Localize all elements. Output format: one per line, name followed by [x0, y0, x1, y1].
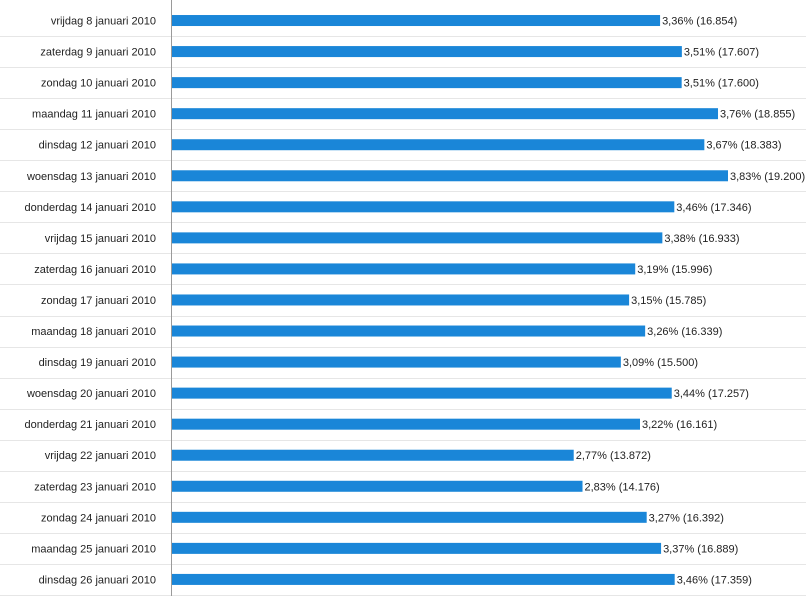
category-label: donderdag 21 januari 2010 — [24, 419, 156, 431]
category-label: zondag 17 januari 2010 — [41, 295, 156, 307]
data-label: 3,46% (17.359) — [677, 574, 752, 586]
data-label: 3,15% (15.785) — [631, 295, 706, 307]
bar — [172, 263, 636, 275]
chart-rows: vrijdag 8 januari 2010 3,36% (16.854) zate… — [0, 15, 806, 596]
bar — [172, 356, 621, 368]
bar — [172, 232, 663, 244]
data-label: 3,27% (16.392) — [649, 512, 724, 524]
data-label: 3,19% (15.996) — [637, 264, 712, 276]
data-label: 3,76% (18.855) — [720, 109, 795, 121]
bar — [172, 449, 574, 461]
data-label: 3,22% (16.161) — [642, 419, 717, 431]
data-label: 3,51% (17.607) — [684, 47, 759, 59]
category-label: zaterdag 16 januari 2010 — [34, 264, 156, 276]
bar — [172, 418, 640, 430]
bar — [172, 511, 647, 523]
category-label: zondag 24 januari 2010 — [41, 512, 156, 524]
category-label: woensdag 13 januari 2010 — [26, 171, 156, 183]
bar — [172, 573, 675, 585]
data-label: 2,77% (13.872) — [576, 450, 651, 462]
bar — [172, 15, 661, 27]
data-label: 3,38% (16.933) — [664, 233, 739, 245]
bar — [172, 542, 662, 554]
bar — [172, 387, 672, 399]
category-label: zaterdag 23 januari 2010 — [34, 481, 156, 493]
category-label: maandag 25 januari 2010 — [31, 543, 156, 555]
bar — [172, 46, 682, 58]
category-label: dinsdag 19 januari 2010 — [39, 357, 156, 369]
category-label: dinsdag 26 januari 2010 — [39, 574, 156, 586]
data-label: 3,44% (17.257) — [674, 388, 749, 400]
data-label: 3,37% (16.889) — [663, 543, 738, 555]
data-label: 3,09% (15.500) — [623, 357, 698, 369]
data-label: 3,26% (16.339) — [647, 326, 722, 338]
data-label: 3,36% (16.854) — [662, 16, 737, 28]
bar — [172, 139, 705, 151]
category-label: maandag 11 januari 2010 — [32, 109, 156, 121]
category-label: woensdag 20 januari 2010 — [26, 388, 156, 400]
category-label: zaterdag 9 januari 2010 — [40, 47, 156, 59]
bar — [172, 294, 630, 306]
category-label: vrijdag 8 januari 2010 — [51, 16, 156, 28]
category-label: zondag 10 januari 2010 — [41, 78, 156, 90]
data-label: 3,83% (19.200) — [730, 171, 805, 183]
bar — [172, 201, 675, 213]
category-label: vrijdag 15 januari 2010 — [45, 233, 156, 245]
bar — [172, 170, 728, 182]
data-label: 3,67% (18.383) — [706, 140, 781, 152]
category-label: donderdag 14 januari 2010 — [24, 202, 156, 214]
bar — [172, 325, 646, 337]
bar — [172, 108, 719, 120]
data-label: 3,51% (17.600) — [684, 78, 759, 90]
bar — [172, 480, 583, 492]
bar — [172, 77, 682, 89]
category-label: maandag 18 januari 2010 — [31, 326, 156, 338]
data-label: 2,83% (14.176) — [585, 481, 660, 493]
data-label: 3,46% (17.346) — [676, 202, 751, 214]
category-label: dinsdag 12 januari 2010 — [39, 140, 156, 152]
category-label: vrijdag 22 januari 2010 — [45, 450, 156, 462]
